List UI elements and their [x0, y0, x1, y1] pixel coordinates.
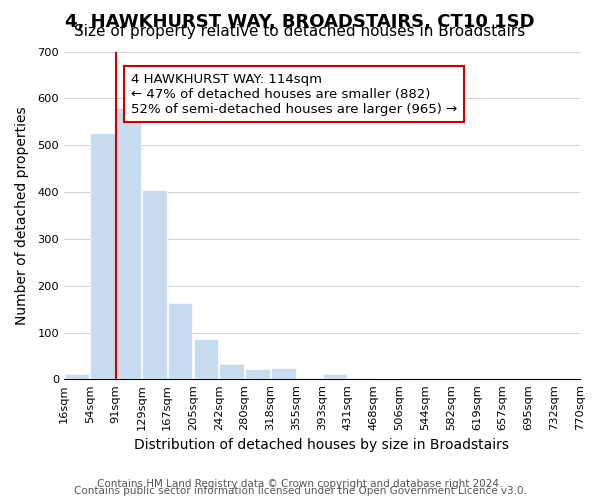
Text: 4 HAWKHURST WAY: 114sqm
← 47% of detached houses are smaller (882)
52% of semi-d: 4 HAWKHURST WAY: 114sqm ← 47% of detache… — [131, 73, 457, 116]
Bar — [65, 374, 89, 380]
Bar — [245, 369, 270, 380]
Bar — [142, 190, 167, 380]
Bar — [91, 132, 115, 380]
Y-axis label: Number of detached properties: Number of detached properties — [15, 106, 29, 325]
Bar — [374, 378, 399, 380]
Bar — [271, 368, 296, 380]
Text: Size of property relative to detached houses in Broadstairs: Size of property relative to detached ho… — [74, 24, 526, 39]
Bar — [323, 374, 347, 380]
X-axis label: Distribution of detached houses by size in Broadstairs: Distribution of detached houses by size … — [134, 438, 509, 452]
Text: Contains HM Land Registry data © Crown copyright and database right 2024.: Contains HM Land Registry data © Crown c… — [97, 479, 503, 489]
Bar — [220, 364, 244, 380]
Bar — [194, 338, 218, 380]
Bar — [116, 108, 141, 380]
Text: 4, HAWKHURST WAY, BROADSTAIRS, CT10 1SD: 4, HAWKHURST WAY, BROADSTAIRS, CT10 1SD — [65, 12, 535, 30]
Text: Contains public sector information licensed under the Open Government Licence v3: Contains public sector information licen… — [74, 486, 526, 496]
Bar — [168, 303, 193, 380]
